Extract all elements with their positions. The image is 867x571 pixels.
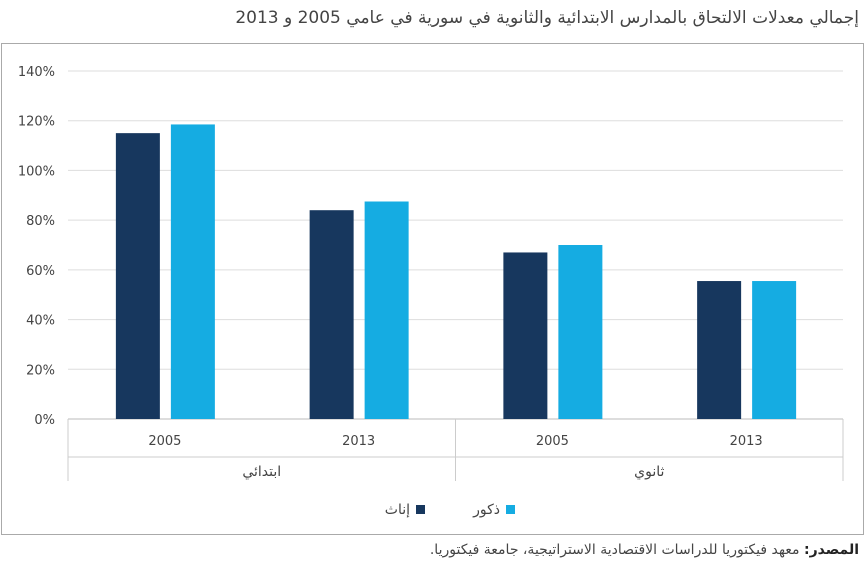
y-tick-label: 100% (18, 164, 55, 179)
y-tick-label: 0% (34, 413, 55, 428)
x-tick-label: 2005 (536, 434, 569, 449)
bar-female (309, 210, 354, 419)
bar-female (697, 281, 742, 419)
bar-male (752, 281, 797, 419)
bar-male (364, 201, 409, 419)
y-tick-label: 40% (26, 314, 55, 329)
x-tick-label: 2005 (148, 434, 181, 449)
bar-female (503, 252, 548, 419)
group-label: ابتدائي (242, 464, 281, 480)
source-label: المصدر: (804, 542, 859, 558)
legend-swatch (506, 505, 515, 514)
source-text: معهد فيكتوريا للدراسات الاقتصادية الاستر… (429, 542, 805, 558)
bar-male (558, 245, 603, 419)
chart-frame (1, 43, 864, 535)
y-tick-label: 140% (18, 65, 55, 80)
x-tick-label: 2013 (342, 434, 375, 449)
legend-label: إناث (385, 502, 410, 518)
chart-title: إجمالي معدلات الالتحاق بالمدارس الابتدائ… (235, 8, 859, 28)
bar-male (170, 124, 215, 419)
x-tick-label: 2013 (730, 434, 763, 449)
y-tick-label: 60% (26, 264, 55, 279)
bar-female (115, 133, 160, 419)
source-note: المصدر: معهد فيكتوريا للدراسات الاقتصادي… (430, 542, 859, 558)
y-tick-label: 80% (26, 214, 55, 229)
y-tick-label: 120% (18, 115, 55, 130)
legend-swatch (416, 505, 425, 514)
legend-label: ذكور (472, 502, 500, 518)
group-label: ثانوي (634, 464, 664, 480)
y-tick-label: 20% (26, 363, 55, 378)
